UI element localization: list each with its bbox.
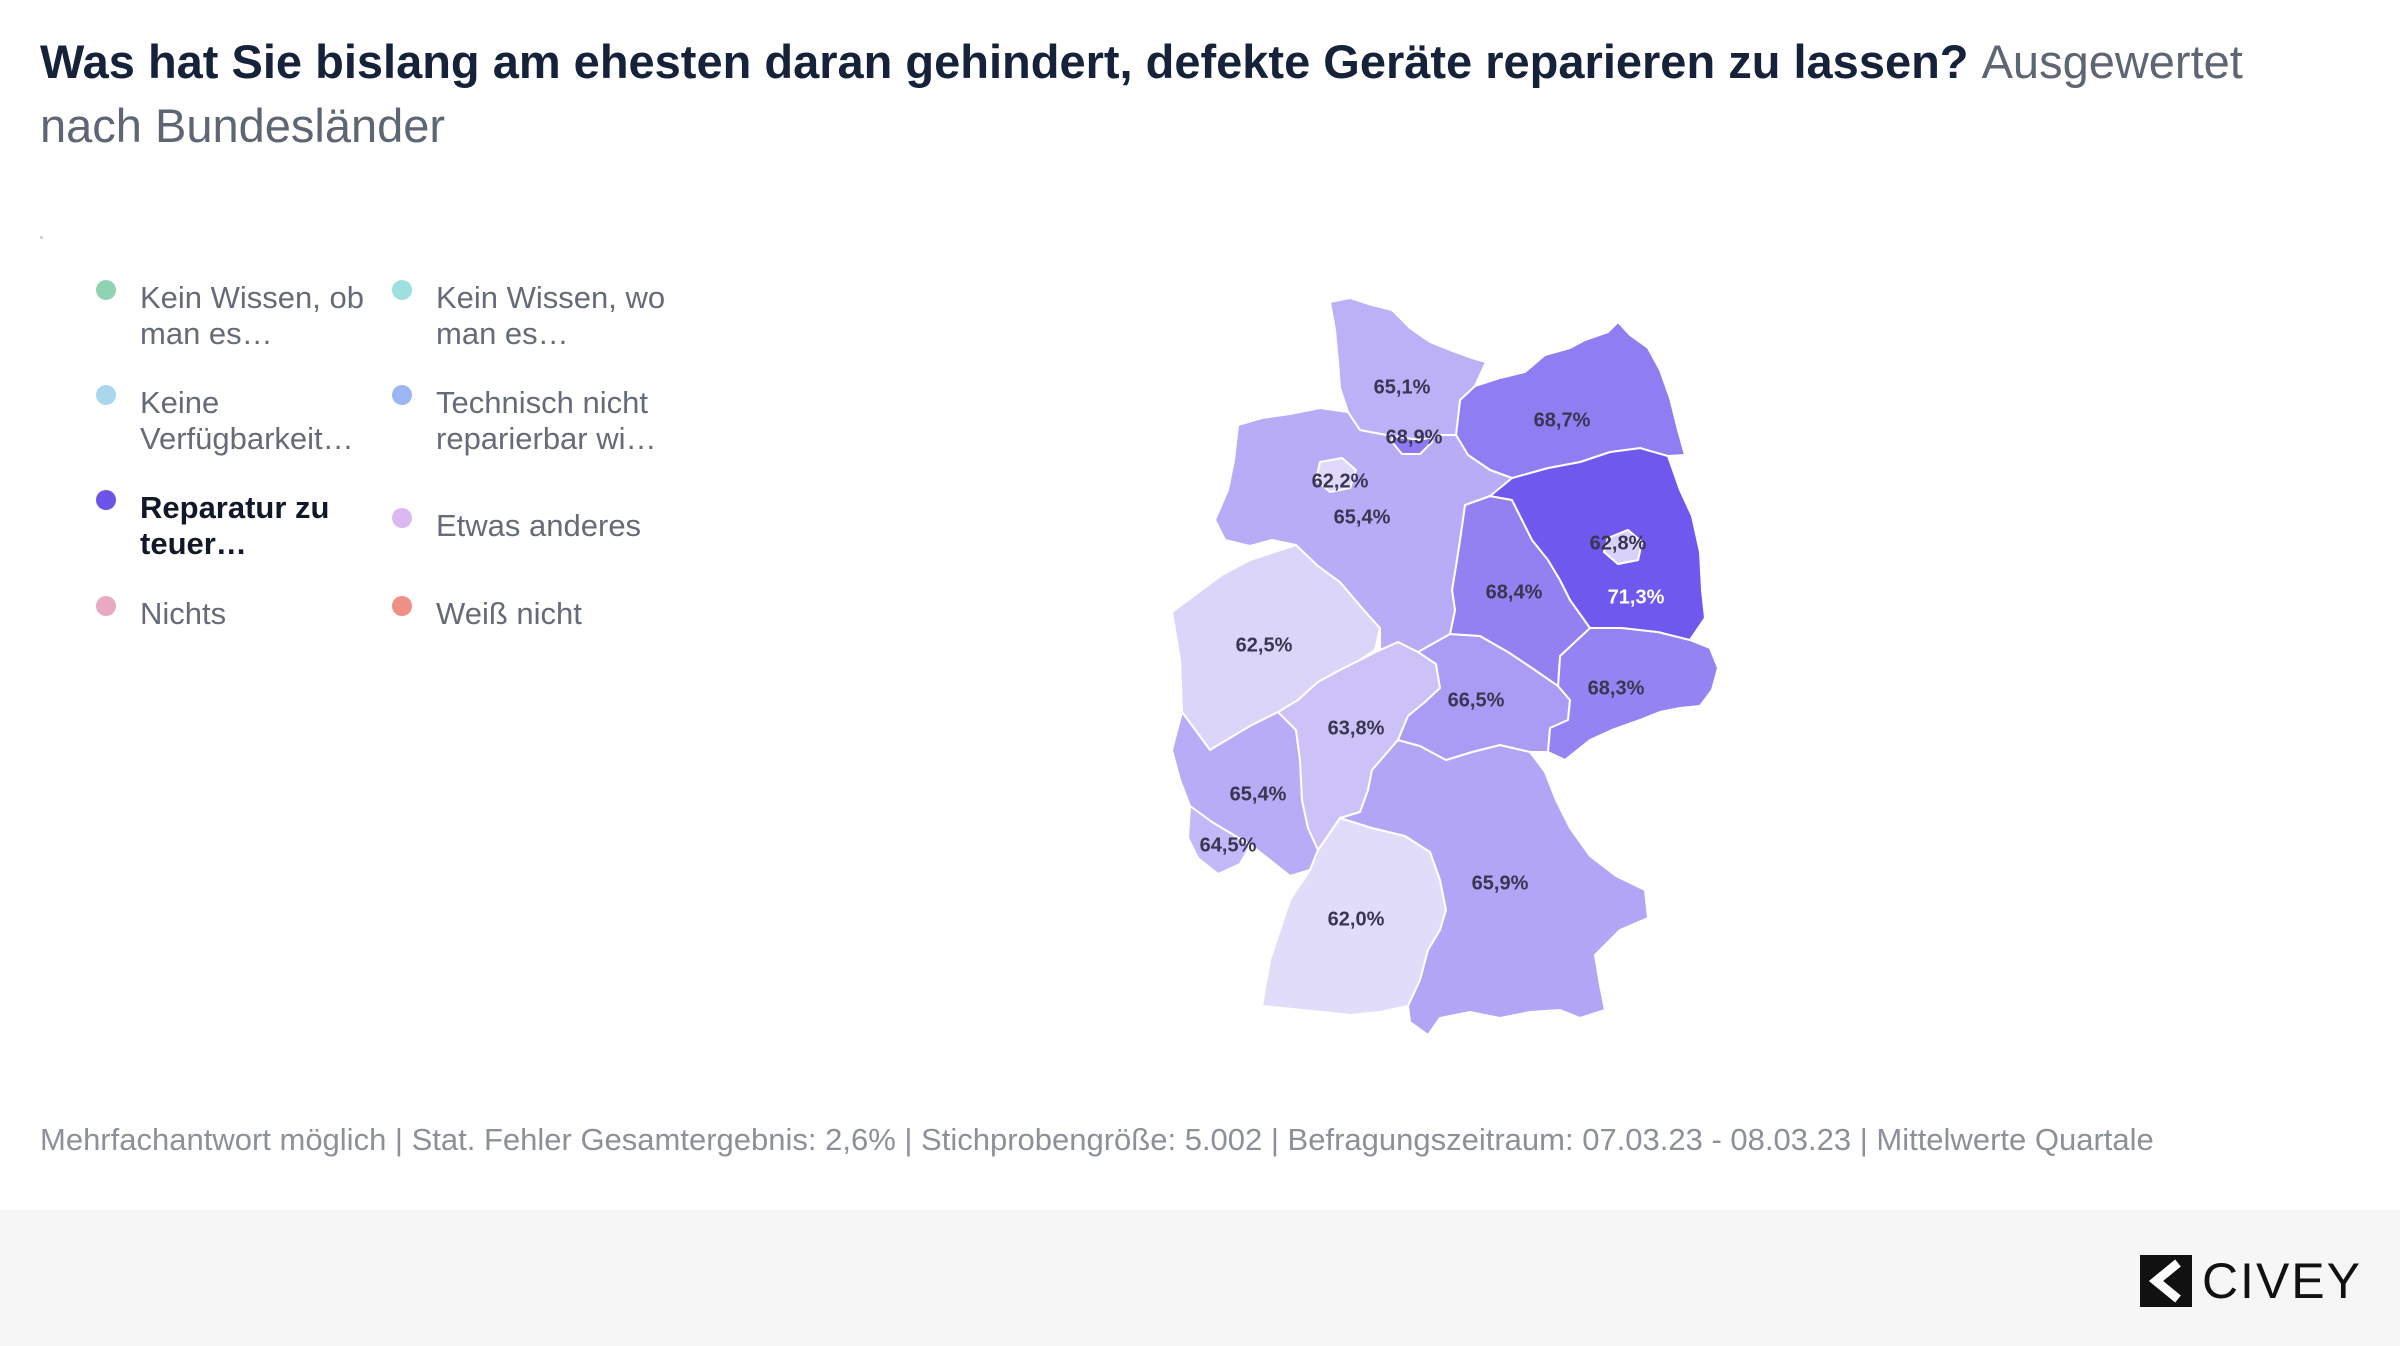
region-label: 68,7% xyxy=(1534,409,1591,431)
legend-label: Technisch nicht reparierbar wi… xyxy=(436,385,657,456)
logo-text: CIVEY xyxy=(2201,1253,2362,1309)
region-label: 65,1% xyxy=(1374,376,1431,398)
legend-dot xyxy=(96,596,116,616)
region-label: 68,3% xyxy=(1588,677,1645,699)
civey-logo-icon xyxy=(2139,1255,2192,1307)
region-label: 62,8% xyxy=(1590,532,1647,554)
region-bayern[interactable] xyxy=(1339,739,1649,1036)
region-label: 65,4% xyxy=(1230,783,1287,805)
legend-item[interactable]: Nichts xyxy=(96,596,386,632)
title-sub: Ausgewertet nach Bundesländer xyxy=(40,35,2243,152)
legend-item[interactable]: Keine Verfügbarkeit… xyxy=(96,385,386,457)
civey-logo[interactable]: CIVEY xyxy=(2138,1252,2362,1310)
region-label: 63,8% xyxy=(1328,717,1385,739)
legend-dot xyxy=(392,508,412,528)
region-label: 65,9% xyxy=(1472,872,1529,894)
region-label: 68,4% xyxy=(1486,581,1543,603)
region-schleswig-holstein[interactable] xyxy=(1329,297,1487,441)
decorative-dot xyxy=(40,236,43,239)
region-label: 62,5% xyxy=(1236,634,1293,656)
region-label: 66,5% xyxy=(1448,689,1505,711)
legend-item[interactable]: Etwas anderes xyxy=(392,508,682,544)
legend-label: Reparatur zu teuer… xyxy=(140,490,330,561)
legend-label: Keine Verfügbarkeit… xyxy=(140,385,354,456)
region-bremen[interactable] xyxy=(1315,457,1357,493)
germany-map: 65,1% 68,9% 68,7% 62,2% 65,4% 62,8% 71,3… xyxy=(1171,297,1719,1036)
legend-label: Kein Wissen, wo man es… xyxy=(436,280,666,351)
region-label: 62,2% xyxy=(1312,470,1369,492)
legend-label: Nichts xyxy=(140,596,227,631)
footnote: Mehrfachantwort möglich | Stat. Fehler G… xyxy=(40,1122,2154,1157)
legend-item[interactable]: Kein Wissen, wo man es… xyxy=(392,280,682,352)
region-label: 62,0% xyxy=(1328,908,1385,930)
region-label: 65,4% xyxy=(1334,506,1391,528)
footer-band xyxy=(0,1210,2400,1346)
region-label: 68,9% xyxy=(1386,426,1443,448)
legend-label: Etwas anderes xyxy=(436,508,642,543)
region-berlin[interactable] xyxy=(1603,529,1643,565)
legend-item[interactable]: Reparatur zu teuer… xyxy=(96,490,386,562)
legend-label: Kein Wissen, ob man es… xyxy=(140,280,364,351)
legend-dot xyxy=(392,596,412,616)
region-label: 64,5% xyxy=(1200,834,1257,856)
title-main: Was hat Sie bislang am ehesten daran geh… xyxy=(40,35,1969,88)
legend-label: Weiß nicht xyxy=(436,596,582,631)
legend-dot xyxy=(96,490,116,510)
legend-item[interactable]: Technisch nicht reparierbar wi… xyxy=(392,385,682,457)
legend-item[interactable]: Weiß nicht xyxy=(392,596,682,632)
legend-dot xyxy=(392,385,412,405)
region-saarland[interactable] xyxy=(1187,805,1251,875)
legend-dot xyxy=(392,280,412,300)
legend-dot xyxy=(96,280,116,300)
chart-title: Was hat Sie bislang am ehesten daran geh… xyxy=(40,30,2340,158)
legend-item[interactable]: Kein Wissen, ob man es… xyxy=(96,280,386,352)
legend-dot xyxy=(96,385,116,405)
region-label: 71,3% xyxy=(1608,586,1665,608)
